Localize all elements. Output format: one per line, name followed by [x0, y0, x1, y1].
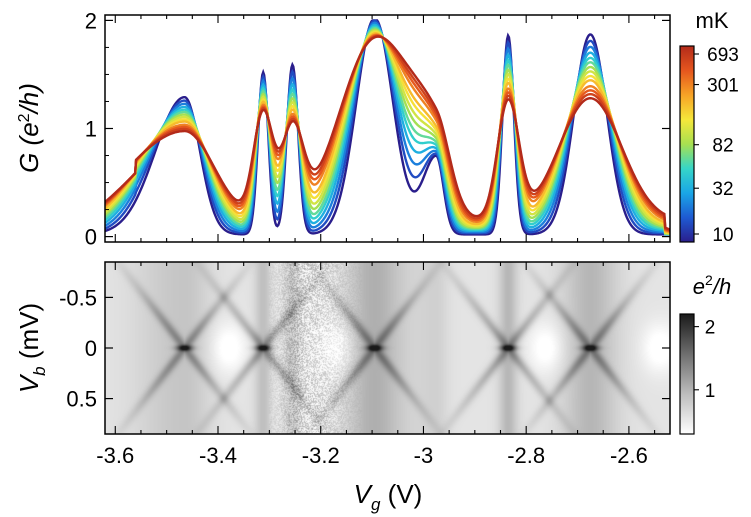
- gray-cbar-label: 2: [705, 318, 716, 339]
- temp-cbar-label: 301: [707, 76, 739, 97]
- heatmap-container: [105, 262, 670, 434]
- top-y-axis-label: G (e2/h): [14, 83, 44, 173]
- top-ytick-label: 0: [85, 225, 97, 250]
- heatmap-image: [105, 262, 670, 434]
- bot-ytick-label: 0.5: [66, 387, 97, 412]
- top-x-ticks: [114, 15, 656, 242]
- bot-xtick-label: -2.6: [610, 443, 648, 468]
- bottom-y-axis-label: Vb (mV): [14, 303, 49, 393]
- temperature-colorbar: mK 693 301 82 32 10: [679, 8, 739, 246]
- bot-xtick-label: -3.2: [302, 443, 340, 468]
- conductance-colorbar: e2/h 21: [679, 272, 731, 435]
- bottom-panel: -0.500.5 -3.6 -3.4 -3.2 -3 -2.8 -2.6 Vb (mV) …: [14, 261, 671, 514]
- bottom-y-ticks: -0.5 0 0.5: [59, 285, 670, 412]
- bot-xtick-label: -3: [414, 443, 434, 468]
- conductance-colorbar-ticks: 21: [694, 318, 715, 402]
- temperature-colorbar-unit: mK: [696, 8, 729, 33]
- temperature-colorbar-ticks: 693 301 82 32 10: [694, 45, 739, 246]
- bot-ytick-label: 0: [85, 336, 97, 361]
- temp-cbar-label: 32: [712, 179, 733, 200]
- bot-ytick-label: -0.5: [59, 285, 97, 310]
- bottom-x-ticks: -3.6 -3.4 -3.2 -3 -2.8 -2.6: [96, 262, 656, 468]
- temp-cbar-label: 10: [712, 225, 733, 246]
- bot-xtick-label: -3.6: [96, 443, 134, 468]
- top-ytick-label: 2: [85, 8, 97, 33]
- conductance-traces: [105, 19, 670, 236]
- gray-cbar-label: 1: [705, 381, 716, 402]
- top-y-ticks: 0 1 2: [85, 8, 670, 250]
- conductance-colorbar-bar: [679, 313, 695, 435]
- x-axis-label: Vg (V): [354, 479, 423, 514]
- temp-cbar-label: 82: [712, 136, 733, 157]
- trace-693mK: [105, 35, 670, 231]
- top-ytick-label: 1: [85, 117, 97, 142]
- top-panel: 0 1 2 G (e2/h): [14, 8, 671, 250]
- bot-xtick-label: -3.4: [199, 443, 237, 468]
- bot-xtick-label: -2.8: [507, 443, 545, 468]
- temp-cbar-label: 693: [707, 45, 739, 66]
- temperature-colorbar-bar: [679, 45, 695, 243]
- conductance-colorbar-unit: e2/h: [693, 272, 731, 299]
